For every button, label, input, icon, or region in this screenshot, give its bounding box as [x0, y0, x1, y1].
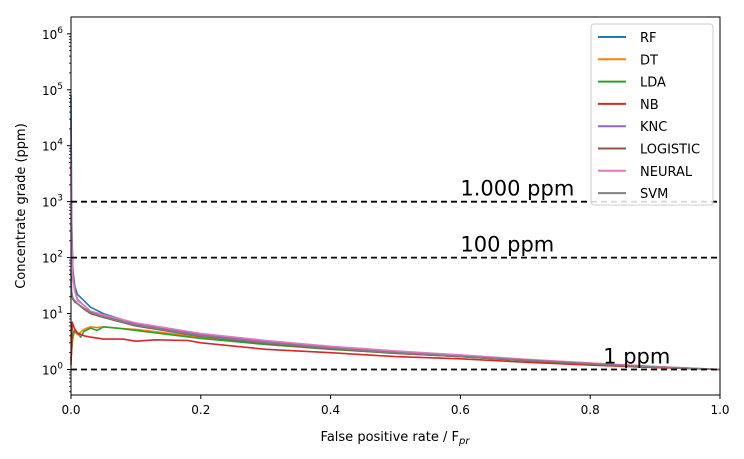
y-axis-label: Concentrate grade (ppm): [14, 123, 29, 289]
legend-label-rf: RF: [640, 31, 657, 46]
y-tick-label: 103: [42, 194, 63, 210]
y-tick-label: 104: [42, 138, 63, 154]
legend: RF DT LDA NB KNC LOGISTIC NEURAL SVM: [590, 23, 714, 206]
axes-frame: [70, 16, 721, 396]
reference-label-2: 1 ppm: [603, 344, 670, 368]
x-tick-label: 1.0: [710, 403, 729, 417]
x-axis-label: False positive rate / Fpr: [321, 430, 471, 447]
y-tick-label: 101: [42, 306, 63, 322]
y-axis: 100 101 102 103 104 105 106: [42, 26, 71, 393]
x-tick-label: 0.8: [581, 403, 600, 417]
series-line-svm: [70, 269, 721, 371]
legend-label-svm: SVM: [640, 187, 668, 202]
legend-label-neural: NEURAL: [640, 165, 693, 180]
legend-box: [590, 23, 714, 206]
plot-lines: [70, 95, 721, 371]
y-tick-label: 105: [42, 82, 63, 98]
reference-lines: 1.000 ppm 100 ppm 1 ppm: [71, 177, 720, 371]
reference-label-1: 100 ppm: [460, 233, 554, 257]
y-tick-label: 106: [42, 26, 63, 42]
y-tick-label: 100: [42, 361, 63, 377]
series-line-nb: [70, 321, 721, 371]
legend-label-nb: NB: [640, 98, 659, 113]
y-tick-label: 102: [42, 250, 63, 266]
legend-label-lda: LDA: [640, 76, 666, 91]
x-tick-label: 0.2: [191, 403, 210, 417]
reference-label-0: 1.000 ppm: [460, 177, 574, 201]
legend-label-knc: KNC: [640, 120, 667, 135]
x-tick-label: 0.0: [61, 403, 80, 417]
legend-label-dt: DT: [640, 53, 658, 68]
x-axis-label-subscript: pr: [458, 436, 470, 447]
x-tick-label: 0.6: [451, 403, 470, 417]
x-tick-label: 0.4: [321, 403, 340, 417]
legend-label-logistic: LOGISTIC: [640, 143, 700, 158]
x-axis: 0.0 0.2 0.4 0.6 0.8 1.0: [61, 395, 730, 417]
